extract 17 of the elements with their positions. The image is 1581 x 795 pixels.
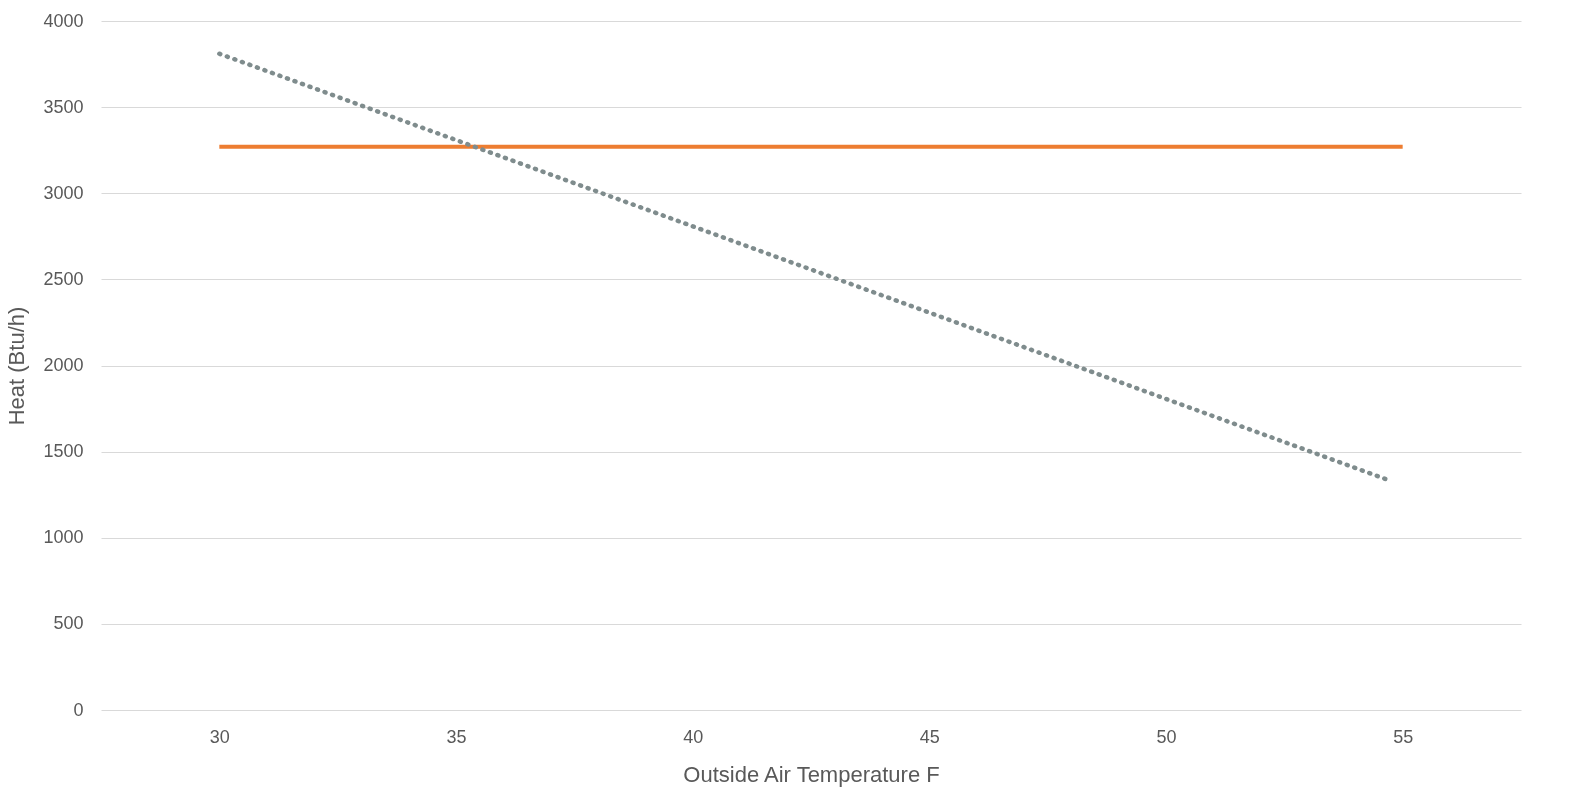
x-axis-title: Outside Air Temperature F xyxy=(683,761,940,787)
x-tick-label: 40 xyxy=(683,726,704,747)
y-tick-label: 1000 xyxy=(43,527,84,548)
y-tick-label: 2000 xyxy=(43,355,84,375)
y-tick-label: 4000 xyxy=(43,10,84,31)
y-tick-label: 500 xyxy=(53,613,84,634)
x-tick-label: 55 xyxy=(1393,726,1414,747)
y-tick-label: 3000 xyxy=(43,182,84,203)
y-axis-title: Heat (Btu/h) xyxy=(4,306,30,426)
x-tick-label: 45 xyxy=(919,726,940,747)
x-tick-label: 30 xyxy=(209,726,230,747)
x-tick-label: 35 xyxy=(446,726,467,747)
y-tick-label: 2500 xyxy=(43,268,84,289)
x-tick-label: 50 xyxy=(1156,726,1177,747)
y-tick-label: 0 xyxy=(73,699,84,720)
y-tick-label: 1500 xyxy=(43,441,84,462)
y-tick-label: 3500 xyxy=(43,96,84,117)
